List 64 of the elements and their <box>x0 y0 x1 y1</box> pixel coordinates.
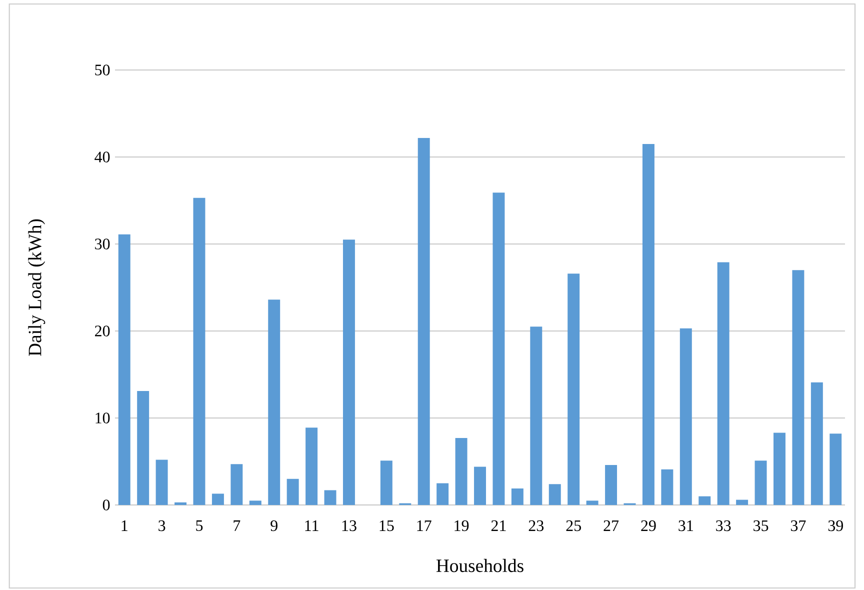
bar <box>698 496 711 506</box>
bar <box>286 478 299 506</box>
x-tick-label: 1 <box>122 520 128 531</box>
x-tick-label: 33 <box>716 520 731 532</box>
bar <box>342 240 355 506</box>
bar <box>230 464 243 506</box>
x-tick-label: 35 <box>754 520 768 532</box>
x-tick-label: 29 <box>641 520 656 532</box>
x-tick-label: 25 <box>566 520 581 532</box>
x-tick-label: 11 <box>305 520 318 531</box>
bar <box>324 490 336 506</box>
bar <box>736 500 748 506</box>
x-tick-label: 31 <box>678 520 693 532</box>
bar <box>380 460 392 506</box>
x-tick-label: 5 <box>196 520 203 531</box>
bar <box>193 198 206 506</box>
bar <box>792 270 804 506</box>
bar <box>586 500 598 506</box>
x-tick-label: 27 <box>604 520 619 531</box>
x-tick-label: 7 <box>234 520 240 531</box>
bar <box>717 262 730 506</box>
bar <box>568 274 580 506</box>
bar <box>455 438 468 506</box>
x-axis-title: Households <box>436 558 524 572</box>
y-tick-label: 0 <box>102 500 110 510</box>
x-tick-label: 13 <box>342 520 356 532</box>
x-tick-label: 15 <box>380 520 394 532</box>
y-tick-label: 30 <box>95 238 110 250</box>
bar <box>212 494 224 506</box>
bar <box>474 466 486 506</box>
x-tick-label: 37 <box>790 520 806 532</box>
bar <box>754 460 767 506</box>
bar <box>530 326 542 506</box>
bar <box>306 428 318 506</box>
bar <box>810 382 823 506</box>
bar <box>249 500 262 506</box>
x-tick-label: 9 <box>270 520 278 532</box>
bar <box>511 488 524 506</box>
bar <box>548 484 561 506</box>
bar <box>118 234 130 506</box>
bar <box>680 328 692 506</box>
bar <box>137 391 150 506</box>
bar <box>436 483 449 506</box>
x-tick-label: 23 <box>528 520 544 532</box>
bar <box>774 432 786 506</box>
bar <box>268 300 280 506</box>
bar <box>605 464 618 506</box>
bar <box>156 460 168 506</box>
x-tick-label: 3 <box>158 520 166 532</box>
x-tick-label: 21 <box>491 520 506 531</box>
y-tick-label: 40 <box>94 152 110 162</box>
bar <box>418 138 430 506</box>
bar <box>174 502 187 506</box>
x-tick-label: 19 <box>454 520 469 532</box>
bar <box>830 434 842 506</box>
bar <box>492 192 505 506</box>
x-tick-label: 39 <box>828 520 843 532</box>
bar <box>661 469 674 506</box>
y-tick-label: 20 <box>95 326 110 336</box>
y-axis-title: Daily Load (kWh) <box>28 219 46 356</box>
y-tick-label: 10 <box>96 412 110 424</box>
bar <box>642 144 654 506</box>
y-tick-label: 50 <box>95 64 110 76</box>
x-tick-label: 17 <box>417 520 432 531</box>
